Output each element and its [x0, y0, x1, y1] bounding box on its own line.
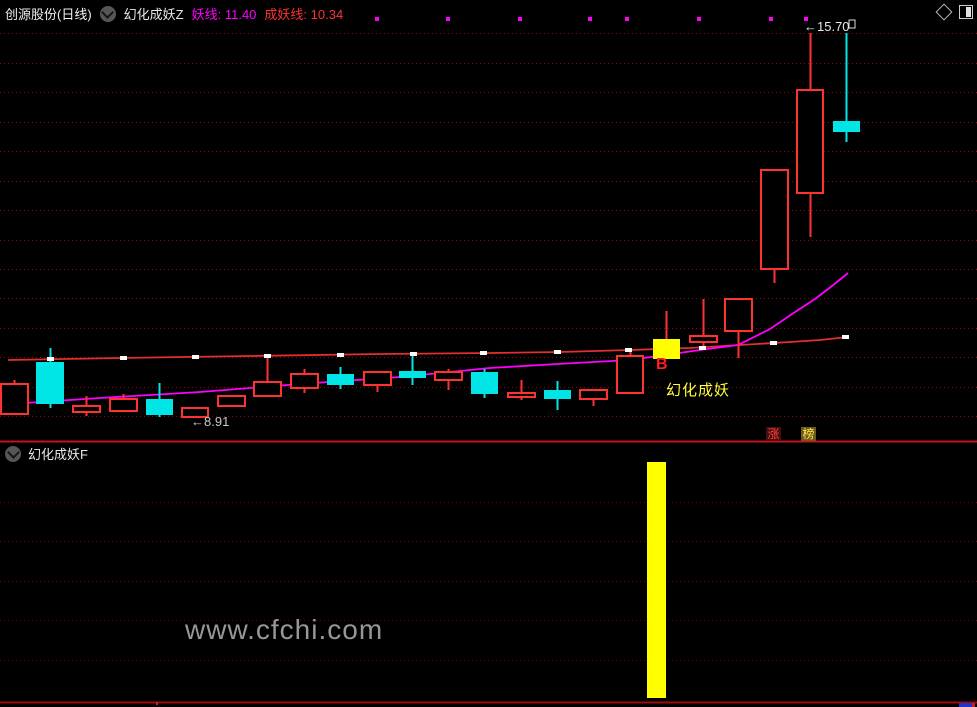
- main-chart-header: 创源股份(日线) 幻化成妖Z 妖线: 11.40 成妖线: 10.34: [0, 0, 977, 27]
- ma-marker: [625, 348, 632, 352]
- candle-up: [363, 371, 392, 386]
- bang-badge-button[interactable]: 榜: [801, 427, 816, 441]
- chengyao-line-value: 成妖线: 10.34: [264, 7, 344, 22]
- yao-line-value: 妖线: 11.40: [191, 7, 257, 22]
- signal-dot: [588, 17, 592, 21]
- high-anchor-box: [848, 19, 856, 29]
- signal-dot: [769, 17, 773, 21]
- signal-dot: [446, 17, 450, 21]
- ma-marker: [410, 352, 417, 356]
- candle-down: [833, 121, 860, 132]
- signal-text-label: 幻化成妖: [666, 382, 731, 399]
- signal-dot: [625, 17, 629, 21]
- candle-down: [36, 362, 64, 404]
- ma-marker: [47, 357, 54, 361]
- signal-dot: [375, 17, 379, 21]
- ma-marker: [264, 354, 271, 358]
- ma-marker: [842, 335, 849, 339]
- ma-marker: [480, 351, 487, 355]
- candle-down: [399, 371, 426, 378]
- candle-up: [0, 383, 29, 415]
- ma-marker: [337, 353, 344, 357]
- chengyao-red-line: [7, 336, 849, 361]
- candle-up: [689, 335, 718, 343]
- candle-down: [146, 399, 173, 415]
- panel-layout-icon[interactable]: [959, 5, 973, 19]
- low-price-label: ←8.91: [191, 414, 230, 429]
- candle-down: [471, 372, 498, 394]
- signal-dot: [697, 17, 701, 21]
- ma-marker: [699, 346, 706, 350]
- ma-marker: [554, 350, 561, 354]
- scrollbar-corner: [959, 703, 972, 707]
- chevron-down-icon: [101, 5, 115, 19]
- candle-up: [72, 405, 101, 413]
- stock-title: 创源股份(日线): [5, 7, 92, 22]
- chevron-down-icon: [6, 445, 20, 459]
- zhang-badge-button[interactable]: 涨: [766, 427, 781, 441]
- buy-signal-marker: B: [656, 356, 668, 373]
- candle-signal: [653, 339, 680, 359]
- diamond-icon[interactable]: [935, 3, 953, 21]
- candle-up: [290, 373, 319, 389]
- ma-marker: [192, 355, 199, 359]
- sub-indicator-name: 幻化成妖F: [28, 447, 88, 462]
- ma-marker: [120, 356, 127, 360]
- indicator-name: 幻化成妖Z: [123, 7, 184, 22]
- candle-up: [109, 398, 138, 412]
- candle-down: [544, 390, 571, 399]
- scrollbar-corner-end: [972, 703, 975, 707]
- high-price-label: ←15.70: [804, 19, 850, 34]
- sub-panel-bar: [647, 462, 666, 698]
- collapse-chevron-icon[interactable]: [99, 5, 116, 22]
- candle-up: [760, 169, 789, 270]
- candle-up: [507, 392, 536, 398]
- candle-up: [434, 371, 463, 381]
- candle-up: [253, 381, 282, 397]
- candle-up: [181, 407, 209, 418]
- candle-up: [616, 355, 644, 394]
- candle-up: [796, 89, 824, 194]
- axis-tick: [156, 702, 158, 705]
- candle-up: [217, 395, 246, 407]
- ma-marker: [770, 341, 777, 345]
- candle-down: [327, 374, 354, 385]
- signal-dot: [804, 17, 808, 21]
- sub-panel-header: 幻化成妖F: [5, 444, 88, 463]
- sub-collapse-chevron-icon[interactable]: [5, 445, 21, 462]
- header-right-controls: [935, 3, 973, 21]
- signal-dot: [518, 17, 522, 21]
- watermark: www.cfchi.com: [185, 614, 384, 645]
- candle-up: [579, 389, 608, 400]
- candle-up: [724, 298, 753, 332]
